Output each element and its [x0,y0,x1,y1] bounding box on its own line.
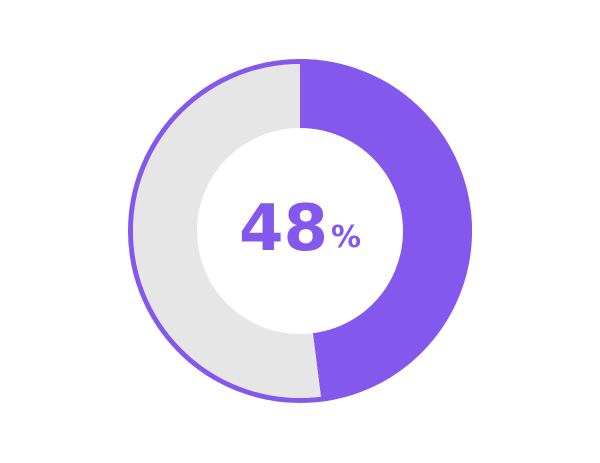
center-value: 48 [239,192,328,266]
donut-hole [197,128,403,334]
center-unit: % [331,220,361,255]
center-label: 48% [239,192,361,266]
donut [128,59,473,403]
